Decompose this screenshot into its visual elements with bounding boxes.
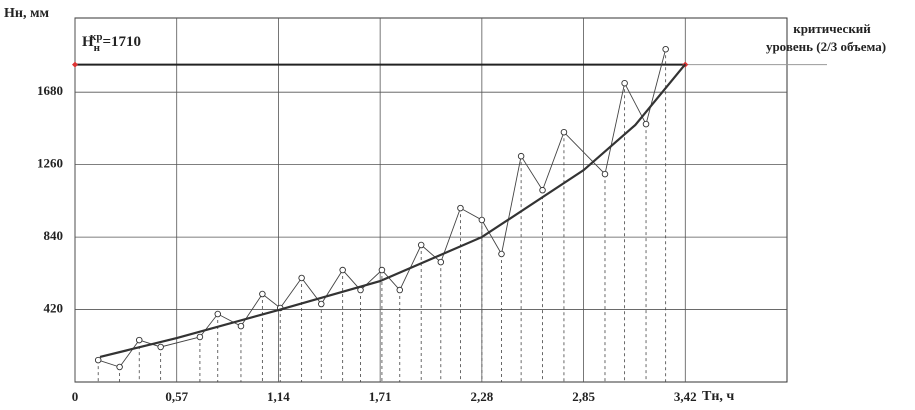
- point: [621, 79, 628, 87]
- y-tick-label: 420: [44, 301, 64, 316]
- point: [478, 216, 486, 224]
- point: [157, 343, 164, 351]
- point: [94, 356, 102, 364]
- point: [135, 336, 143, 344]
- y-tick-label: 1680: [37, 83, 63, 98]
- x-tick-label: 2,28: [470, 389, 493, 404]
- point: [196, 333, 204, 341]
- point: [298, 274, 305, 282]
- point: [662, 45, 669, 53]
- point: [259, 290, 266, 298]
- point: [517, 152, 525, 160]
- x-tick-label: 3,42: [674, 389, 697, 404]
- annotation: Hнкр=1710: [82, 31, 141, 54]
- point: [214, 310, 222, 318]
- x-tick-label: 0,57: [165, 389, 188, 404]
- point: [116, 363, 123, 371]
- y-axis-label: Hн, мм: [4, 6, 49, 21]
- point: [339, 266, 346, 274]
- x-axis-label: Tн, ч: [702, 389, 734, 404]
- point: [560, 128, 568, 136]
- point: [539, 186, 546, 194]
- critical-label: критический: [793, 21, 871, 36]
- annotation-base: H: [82, 34, 94, 50]
- trend-line: [99, 63, 687, 359]
- plot-frame: [74, 17, 788, 383]
- x-tick-label: 2,85: [572, 389, 595, 404]
- point: [498, 250, 505, 258]
- critical-marker: [72, 61, 78, 68]
- annotation-sub: н: [94, 42, 101, 54]
- critical-label: уровень (2/3 объема): [766, 39, 886, 54]
- point: [378, 266, 386, 274]
- annotation-rest: =1710: [102, 34, 141, 50]
- point: [396, 286, 404, 294]
- x-tick-label: 1,14: [267, 389, 290, 404]
- point: [457, 204, 464, 212]
- point: [642, 120, 650, 128]
- point: [437, 258, 445, 266]
- point: [237, 322, 245, 330]
- x-tick-label: 0: [72, 389, 79, 404]
- x-tick-label: 1,71: [369, 389, 392, 404]
- point: [318, 300, 325, 308]
- y-tick-label: 1260: [37, 156, 63, 171]
- point: [417, 241, 425, 249]
- annotation-sup: кр: [90, 31, 102, 43]
- y-tick-label: 840: [44, 228, 64, 243]
- point: [601, 170, 609, 178]
